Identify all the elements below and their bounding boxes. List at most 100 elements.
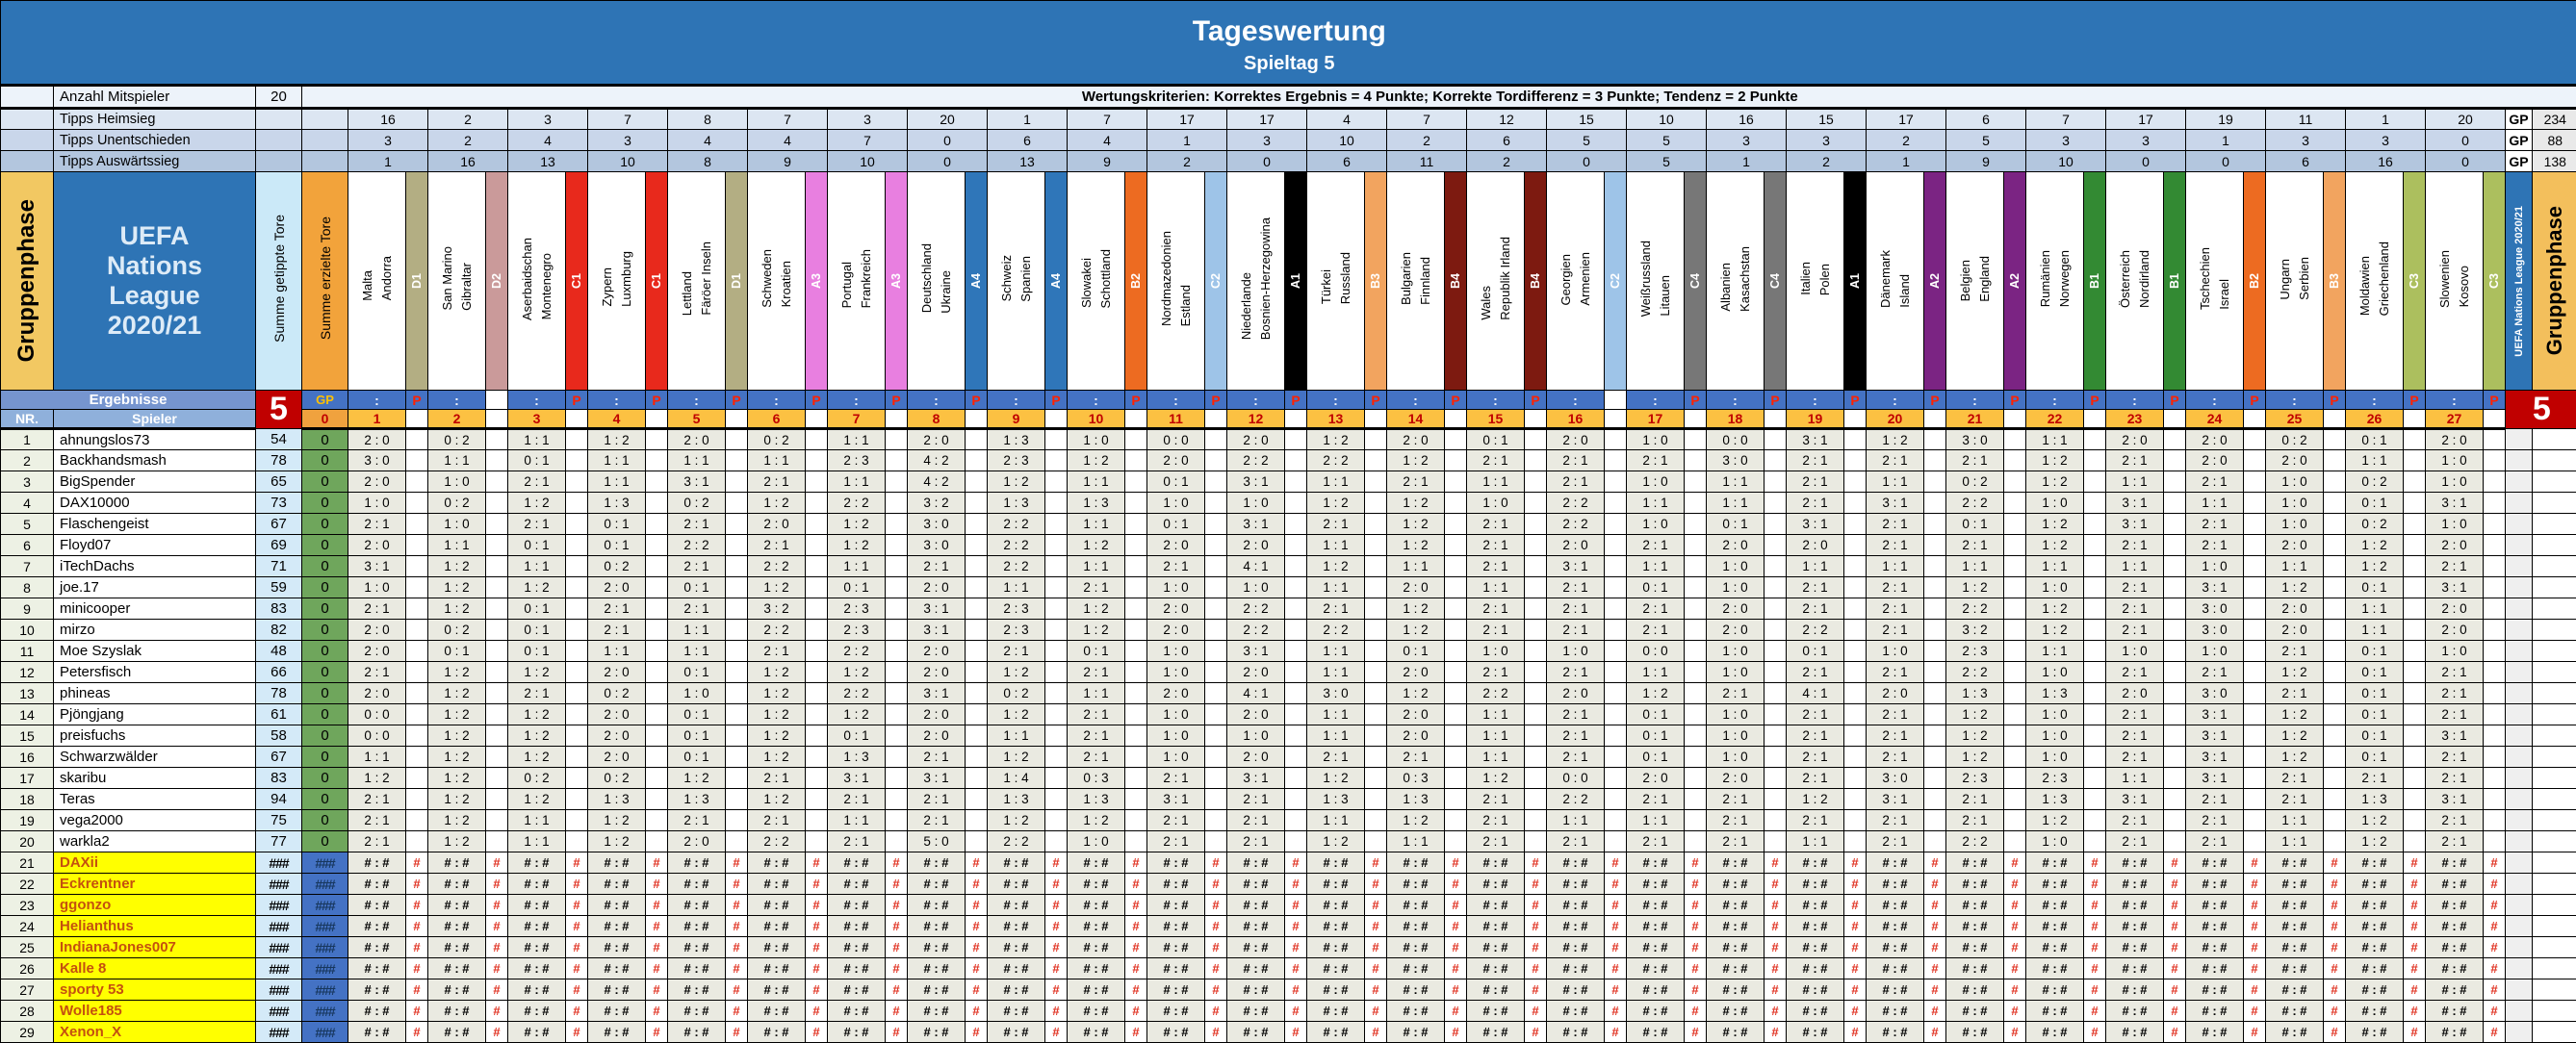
points-cell[interactable] [486, 450, 508, 471]
tip-score-cell[interactable]: 0 : 2 [588, 556, 646, 577]
tip-score-placeholder[interactable]: # : # [1867, 979, 1924, 1001]
points-cell[interactable] [1445, 598, 1467, 620]
points-header[interactable]: P [1844, 391, 1867, 410]
tip-score-cell[interactable]: 2 : 1 [2426, 556, 2484, 577]
points-cell[interactable] [2484, 556, 2506, 577]
tip-score-cell[interactable]: 1 : 2 [428, 768, 486, 789]
match-number-spacer[interactable] [2164, 410, 2186, 429]
points-placeholder[interactable]: # [486, 979, 508, 1001]
player-name[interactable]: mirzo [54, 620, 256, 641]
player-nr[interactable]: 2 [1, 450, 54, 471]
points-placeholder[interactable]: # [1924, 1022, 1946, 1043]
points-placeholder[interactable]: # [1205, 937, 1227, 958]
tip-score-placeholder[interactable]: # : # [1387, 937, 1445, 958]
points-cell[interactable] [886, 577, 908, 598]
tip-score-placeholder[interactable]: # : # [1946, 1022, 2004, 1043]
tip-score-cell[interactable]: 1 : 2 [428, 662, 486, 683]
points-placeholder[interactable]: # [2004, 1022, 2026, 1043]
tip-score-placeholder[interactable]: # : # [1547, 852, 1605, 874]
group-band[interactable]: B2 [2244, 172, 2266, 391]
points-cell[interactable] [1365, 683, 1387, 704]
tip-score-cell[interactable]: 1 : 2 [428, 725, 486, 747]
tip-score-cell[interactable]: 2 : 0 [588, 577, 646, 598]
tip-score-placeholder[interactable]: # : # [1547, 1001, 1605, 1022]
points-placeholder[interactable]: # [566, 895, 588, 916]
tip-score-placeholder[interactable]: # : # [2266, 1001, 2324, 1022]
points-cell[interactable] [1844, 598, 1867, 620]
tip-score-cell[interactable]: 1 : 2 [1867, 429, 1924, 450]
tip-score-placeholder[interactable]: # : # [1307, 979, 1365, 1001]
tip-score-cell[interactable]: 1 : 1 [1307, 471, 1365, 493]
right-spacer-cell[interactable] [2506, 683, 2533, 704]
points-placeholder[interactable]: # [1045, 958, 1068, 979]
points-cell[interactable] [1045, 768, 1068, 789]
tipps-count-cell[interactable]: 0 [2426, 151, 2506, 172]
points-placeholder[interactable]: # [2244, 852, 2266, 874]
tip-score-cell[interactable]: 1 : 1 [1068, 514, 1125, 535]
right-spacer-cell[interactable] [2533, 429, 2576, 450]
points-cell[interactable] [2324, 450, 2346, 471]
points-cell[interactable] [2084, 514, 2106, 535]
result-colon-cell[interactable]: : [588, 391, 646, 410]
points-header[interactable]: P [1445, 391, 1467, 410]
tipps-count-cell[interactable]: 3 [348, 130, 428, 151]
tip-score-placeholder[interactable]: # : # [1707, 979, 1765, 1001]
points-cell[interactable] [1525, 493, 1547, 514]
tip-score-cell[interactable]: 5 : 0 [908, 831, 966, 852]
tip-score-cell[interactable]: 1 : 2 [428, 789, 486, 810]
match-number[interactable]: 4 [588, 410, 646, 429]
points-cell[interactable] [646, 620, 668, 641]
tip-score-placeholder[interactable]: # : # [1946, 937, 2004, 958]
points-placeholder[interactable]: # [1844, 958, 1867, 979]
tip-score-cell[interactable]: 1 : 2 [668, 768, 726, 789]
tip-score-cell[interactable]: 2 : 1 [1227, 810, 1285, 831]
points-placeholder[interactable]: # [1365, 852, 1387, 874]
tip-score-cell[interactable]: 0 : 1 [2346, 662, 2404, 683]
tip-score-placeholder[interactable]: # : # [1227, 874, 1285, 895]
tipps-count-cell[interactable]: 1 [1147, 130, 1227, 151]
tip-score-cell[interactable]: 1 : 2 [828, 662, 886, 683]
tipps-count-cell[interactable]: 2 [428, 109, 508, 130]
points-cell[interactable] [1525, 831, 1547, 852]
tip-score-placeholder[interactable]: # : # [428, 1001, 486, 1022]
points-placeholder[interactable]: # [1685, 895, 1707, 916]
tip-score-cell[interactable]: 2 : 1 [2106, 620, 2164, 641]
player-name[interactable]: Teras [54, 789, 256, 810]
tipps-count-cell[interactable]: 0 [908, 130, 988, 151]
group-band[interactable]: B4 [1525, 172, 1547, 391]
player-nr[interactable]: 11 [1, 641, 54, 662]
tip-score-cell[interactable]: 2 : 3 [828, 620, 886, 641]
tip-score-placeholder[interactable]: # : # [2106, 895, 2164, 916]
tip-score-placeholder[interactable]: # : # [1227, 852, 1285, 874]
points-cell[interactable] [406, 810, 428, 831]
summe-getippt-value[interactable]: 82 [256, 620, 302, 641]
points-cell[interactable] [1924, 831, 1946, 852]
points-cell[interactable] [1924, 725, 1946, 747]
tip-score-placeholder[interactable]: # : # [1467, 937, 1525, 958]
tip-score-cell[interactable]: 2 : 1 [1946, 789, 2004, 810]
points-placeholder[interactable]: # [1844, 1001, 1867, 1022]
points-placeholder[interactable]: # [1125, 874, 1147, 895]
points-placeholder[interactable]: # [1205, 1022, 1227, 1043]
tip-score-placeholder[interactable]: # : # [1627, 958, 1685, 979]
points-placeholder[interactable]: # [1525, 979, 1547, 1001]
points-placeholder[interactable]: # [2244, 895, 2266, 916]
points-header[interactable]: P [1365, 391, 1387, 410]
points-cell[interactable] [406, 683, 428, 704]
points-placeholder[interactable]: # [1844, 895, 1867, 916]
right-spacer-cell[interactable] [2506, 831, 2533, 852]
points-cell[interactable] [2404, 704, 2426, 725]
tipps-count-cell[interactable]: 0 [908, 151, 988, 172]
points-placeholder[interactable]: # [1605, 874, 1627, 895]
match-number[interactable]: 8 [908, 410, 966, 429]
tip-score-cell[interactable]: 0 : 1 [1627, 747, 1685, 768]
tip-score-cell[interactable]: 1 : 0 [348, 577, 406, 598]
tip-score-cell[interactable]: 3 : 1 [1787, 514, 1844, 535]
tip-score-placeholder[interactable]: # : # [1387, 1001, 1445, 1022]
tip-score-cell[interactable]: 1 : 2 [2346, 535, 2404, 556]
tip-score-cell[interactable]: 2 : 0 [1787, 535, 1844, 556]
points-placeholder[interactable]: # [2164, 1001, 2186, 1022]
right-spacer-cell[interactable] [2533, 704, 2576, 725]
